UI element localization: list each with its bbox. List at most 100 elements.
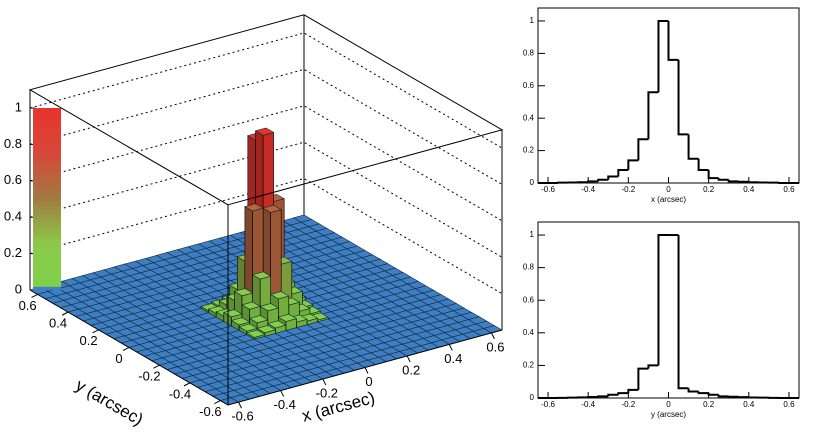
histogram-bin [697,158,709,172]
x-tick-label: 0.4 [743,185,755,194]
x-tick-label: -0.4 [581,185,595,194]
bar-top [233,288,254,297]
histogram-bin [597,178,609,182]
lego-bar [245,329,266,340]
x-tick-label: -0.2 [621,185,635,194]
histogram-bin [677,59,689,136]
x-tick-label: 0.6 [486,339,504,354]
grid-line [29,68,503,185]
color-scale [33,220,61,225]
color-scale [33,169,61,175]
y-tick-label: 0 [115,351,122,366]
bar-top [269,291,290,300]
color-scale [33,122,61,127]
x-tick-label: 0 [365,374,372,389]
color-scale [33,166,61,171]
color-scale [33,148,61,153]
z-tick-label: 0 [15,281,22,296]
bar-top [262,204,282,213]
x-tick-label: 0.4 [444,351,462,366]
color-scale [33,111,61,116]
y-tick [122,347,130,351]
color-scale [33,133,61,138]
color-scale [33,209,61,215]
x-axis-title: y (arcsec) [651,410,686,419]
bar-top [259,303,280,312]
bar-top [238,323,258,332]
y-tick-label: 0.6 [523,295,535,304]
grid-line [29,32,503,149]
x-tick [280,390,285,397]
plot-frame [537,221,800,399]
color-scale [33,246,61,251]
histogram-bin [717,394,729,398]
color-scale [33,191,61,196]
color-scale [33,195,61,200]
y-tick-label: 0.4 [523,113,535,122]
x-tick-label: -0.4 [273,397,295,412]
color-scale [33,249,61,255]
y-tick-label: 0.2 [79,333,97,348]
histogram-bin [617,169,629,177]
x-tick [491,332,495,340]
color-scale [33,260,61,266]
x-tick-label: -0.4 [581,400,595,409]
color-scale [33,188,61,193]
histogram-bin [657,234,669,366]
grid-line [29,105,503,222]
x-tick-label: 0.2 [402,362,420,377]
x-tick-label: 0.6 [783,185,795,194]
y-axis-title: y (arcsec) [72,375,146,429]
histogram-bin [707,393,719,396]
x-tick-label: -0.6 [231,409,253,424]
x-axis-title: x (arcsec) [300,388,377,426]
color-scale [33,162,61,167]
bar-top [248,315,269,324]
color-scale [33,239,61,244]
color-scale [33,271,61,276]
histogram-bin [607,393,619,397]
grid-line [29,178,503,295]
histogram-bin [707,170,719,180]
y-tick [61,311,69,316]
x-axis-title: x (arcsec) [651,195,686,204]
histogram-bin [617,392,629,395]
bar-top [254,127,275,136]
x-tick-label: -0.2 [621,400,635,409]
color-scale [33,115,61,120]
color-scale [33,151,61,156]
z-tick-label: 0.2 [4,245,22,260]
x-tick [238,401,242,409]
color-scale [33,253,61,258]
x-tick-label: -0.2 [316,385,338,400]
histogram-bin [657,19,669,93]
x-tick [448,344,453,351]
color-scale [33,228,61,233]
x-tick [322,378,327,386]
color-scale [33,158,61,164]
color-scale [33,126,61,131]
color-scale [33,264,61,269]
y-tick-label: -0.6 [199,404,221,419]
color-scale [33,108,61,113]
y-tick-label: -0.2 [138,369,160,384]
color-scale [33,235,61,240]
histogram-bin [687,388,699,393]
y-tick-label: 0.6 [19,298,37,313]
x-tick-label: 0.2 [703,400,715,409]
y-tick [92,329,99,334]
x-tick-label: 0.4 [743,400,755,409]
histogram-bin [687,134,699,160]
y-tick [31,293,38,298]
histogram-bin [587,180,599,183]
histogram-bin [607,175,619,180]
color-scale [33,118,61,124]
bar-top [277,313,298,322]
histogram-bin [647,364,659,369]
color-scale [33,140,61,145]
y-tick-label: 0.6 [523,81,535,90]
y-tick-label: 0 [530,393,535,402]
color-scale [33,279,61,284]
bar-top [244,203,264,212]
